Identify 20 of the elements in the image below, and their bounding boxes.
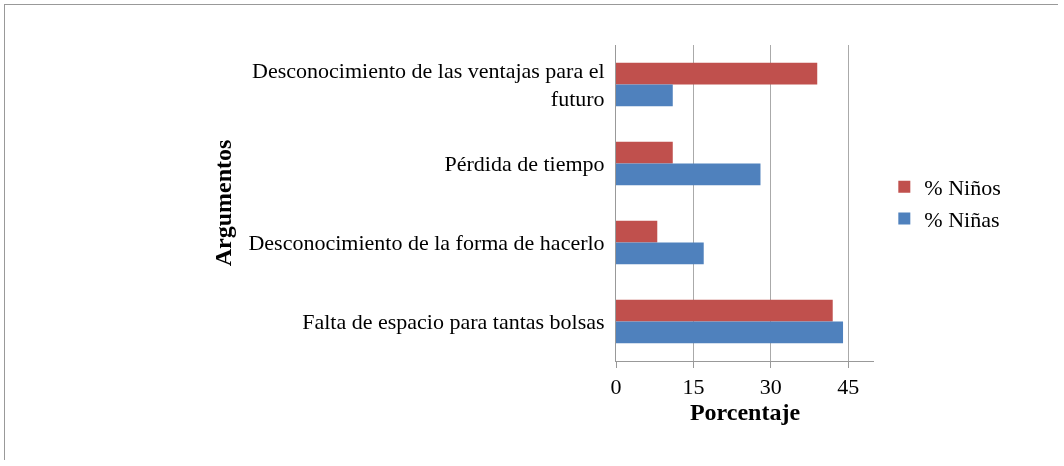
- y-tick-label: Desconocimiento de la forma de hacerlo: [248, 230, 605, 256]
- y-tick-label: Falta de espacio para tantas bolsas: [302, 309, 605, 335]
- x-axis-title: Porcentaje: [689, 399, 801, 426]
- y-axis-title: Argumentos: [209, 139, 236, 267]
- x-tick-label: 15: [682, 374, 705, 400]
- x-tick-label: 30: [759, 374, 782, 400]
- bar: [616, 62, 818, 85]
- bar: [616, 163, 761, 186]
- bar: [616, 84, 673, 107]
- bar: [616, 220, 658, 243]
- x-tick-label: 45: [837, 374, 860, 400]
- bar: [616, 141, 673, 164]
- y-tick-label: Pérdida de tiempo: [444, 151, 605, 177]
- bar: [616, 321, 844, 344]
- legend-label: % Niñas: [924, 206, 1000, 232]
- y-tick-label: Desconocimiento de las ventajas para el futuro: [252, 57, 605, 112]
- bar: [616, 242, 704, 265]
- x-tick-label: 0: [610, 374, 622, 400]
- legend-label: % Niños: [924, 175, 1001, 201]
- bar: [616, 299, 833, 322]
